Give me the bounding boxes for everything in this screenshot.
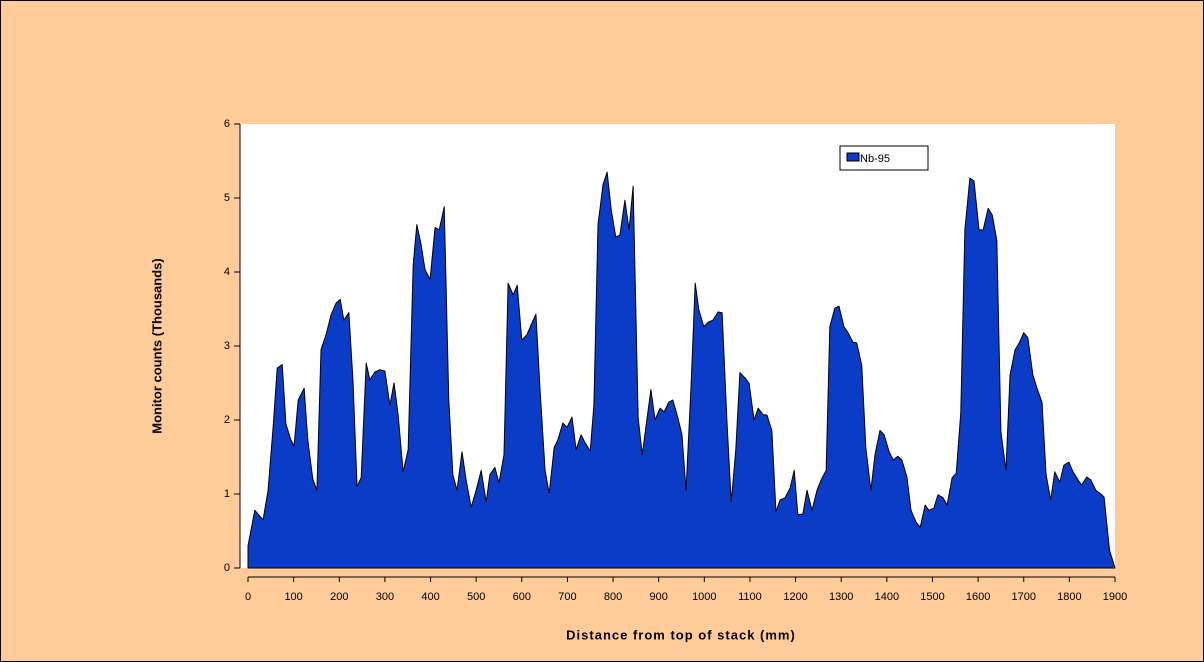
y-tick-label: 4 (224, 266, 230, 278)
x-axis-title: Distance from top of stack (mm) (566, 627, 796, 642)
x-tick-label: 800 (604, 591, 622, 603)
area (247, 171, 1116, 569)
legend-label: Nb-95 (860, 153, 890, 165)
x-tick-label: 300 (376, 591, 394, 603)
y-tick-label: 1 (224, 488, 230, 500)
x-tick-label: 400 (421, 591, 439, 603)
y-tick-label: 6 (224, 118, 230, 130)
x-tick-label: 0 (245, 591, 251, 603)
x-tick-label: 200 (330, 591, 348, 603)
x-tick-label: 1900 (1103, 591, 1127, 603)
x-tick-label: 900 (650, 591, 668, 603)
x-tick-label: 1600 (966, 591, 990, 603)
y-tick-label: 5 (224, 192, 230, 204)
x-tick-label: 1700 (1011, 591, 1035, 603)
x-tick-label: 1500 (920, 591, 944, 603)
y-tick-label: 3 (224, 340, 230, 352)
y-tick-label: 0 (224, 562, 230, 574)
y-tick-label: 2 (224, 414, 230, 426)
x-tick-label: 600 (513, 591, 531, 603)
x-tick-label: 1200 (783, 591, 807, 603)
x-tick-label: 1000 (692, 591, 716, 603)
x-tick-label: 1300 (829, 591, 853, 603)
y-axis-title: Monitor counts (Thousands) (149, 258, 164, 433)
x-tick-label: 1100 (738, 591, 762, 603)
x-tick-label: 100 (284, 591, 302, 603)
x-tick-label: 1800 (1057, 591, 1081, 603)
x-tick-label: 700 (558, 591, 576, 603)
x-tick-label: 1400 (875, 591, 899, 603)
legend-swatch (846, 152, 860, 162)
x-tick-label: 500 (467, 591, 485, 603)
